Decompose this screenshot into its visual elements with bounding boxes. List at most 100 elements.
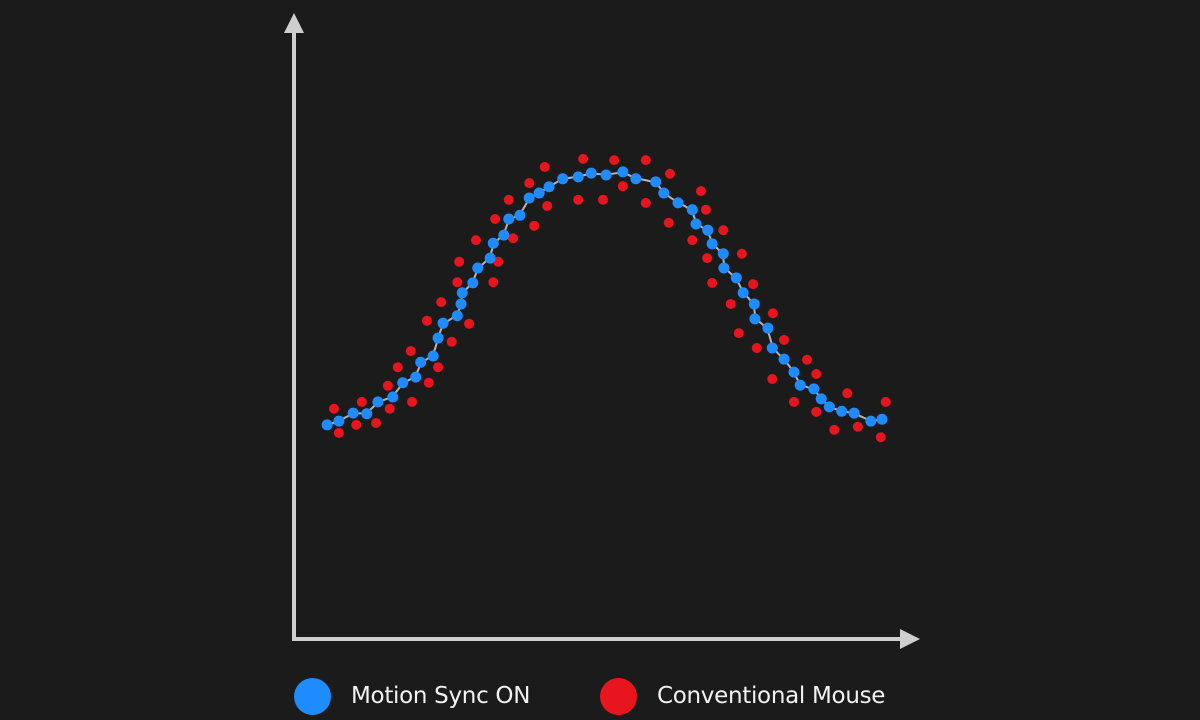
data-point <box>464 318 475 329</box>
legend-item-motion-sync: Motion Sync ON <box>294 676 530 716</box>
data-point <box>557 173 569 185</box>
data-point <box>702 224 714 236</box>
data-point <box>766 342 778 354</box>
data-point <box>751 342 762 353</box>
data-point <box>852 421 863 432</box>
data-point <box>470 235 481 246</box>
data-point <box>328 403 339 414</box>
data-point <box>454 256 465 267</box>
data-point <box>687 235 698 246</box>
data-point <box>842 388 853 399</box>
data-point <box>811 406 822 417</box>
data-point <box>415 356 427 368</box>
data-point <box>695 186 706 197</box>
data-point <box>717 248 729 260</box>
data-point <box>503 194 514 205</box>
data-point <box>503 213 515 225</box>
data-point <box>600 169 612 181</box>
data-point <box>733 328 744 339</box>
legend-item-conventional-mouse: Conventional Mouse <box>600 676 885 716</box>
data-point <box>529 220 540 231</box>
data-point <box>487 237 499 249</box>
data-point <box>407 396 418 407</box>
data-point <box>455 298 467 310</box>
data-point <box>572 171 584 183</box>
data-point <box>725 298 736 309</box>
legend-label: Conventional Mouse <box>657 683 886 709</box>
data-point <box>433 362 444 373</box>
data-point <box>811 369 822 380</box>
data-point <box>788 396 799 407</box>
data-point <box>706 238 718 250</box>
legend-swatch-red <box>600 677 637 715</box>
data-point <box>650 176 662 188</box>
data-point <box>640 155 651 166</box>
legend-swatch-blue <box>294 677 331 715</box>
data-point <box>801 354 812 365</box>
data-point <box>382 380 393 391</box>
data-point <box>427 350 439 362</box>
data-point <box>493 256 504 267</box>
series-motion-sync-on <box>321 166 888 431</box>
data-point <box>640 197 651 208</box>
data-point <box>848 407 860 419</box>
data-point <box>736 248 747 259</box>
data-point <box>748 279 759 290</box>
data-point <box>524 178 535 189</box>
data-point <box>484 252 496 264</box>
data-point <box>658 187 670 199</box>
data-point <box>437 317 449 329</box>
data-point <box>432 332 444 344</box>
data-point <box>372 396 384 408</box>
data-point <box>508 233 519 244</box>
data-point <box>707 277 718 288</box>
data-point <box>617 166 629 178</box>
data-point <box>573 194 584 205</box>
series-conventional-mouse <box>328 153 891 443</box>
data-point <box>672 197 684 209</box>
data-point <box>356 396 367 407</box>
data-point <box>397 377 409 389</box>
data-point <box>514 209 526 221</box>
data-point <box>456 287 468 299</box>
data-point <box>585 167 597 179</box>
data-point <box>836 405 848 417</box>
data-point <box>875 432 886 443</box>
data-point <box>737 287 749 299</box>
data-point <box>387 391 399 403</box>
data-point <box>663 217 674 228</box>
data-point <box>361 408 373 420</box>
data-point <box>609 155 620 166</box>
data-point <box>543 181 555 193</box>
data-point <box>410 371 422 383</box>
data-point <box>664 168 675 179</box>
data-point <box>730 272 742 284</box>
data-point <box>762 322 774 334</box>
x-axis-arrow-icon <box>900 629 920 649</box>
data-point <box>533 187 545 199</box>
data-point <box>446 336 457 347</box>
data-point <box>767 308 778 319</box>
data-point <box>423 377 434 388</box>
data-point <box>451 310 463 322</box>
data-point <box>392 362 403 373</box>
data-point <box>630 173 642 185</box>
data-point <box>718 225 729 236</box>
data-point <box>865 415 877 427</box>
data-point <box>371 418 382 428</box>
data-point <box>815 393 827 405</box>
data-point <box>718 262 730 274</box>
data-point <box>700 204 711 215</box>
data-point <box>523 192 535 204</box>
legend-label: Motion Sync ON <box>351 683 531 709</box>
data-point <box>690 218 702 230</box>
data-point <box>778 353 790 365</box>
data-point <box>436 297 447 308</box>
data-point <box>767 373 778 384</box>
data-point <box>779 334 790 345</box>
data-point <box>823 401 835 413</box>
data-point <box>490 214 501 225</box>
data-point <box>498 229 510 241</box>
data-point <box>351 419 362 430</box>
